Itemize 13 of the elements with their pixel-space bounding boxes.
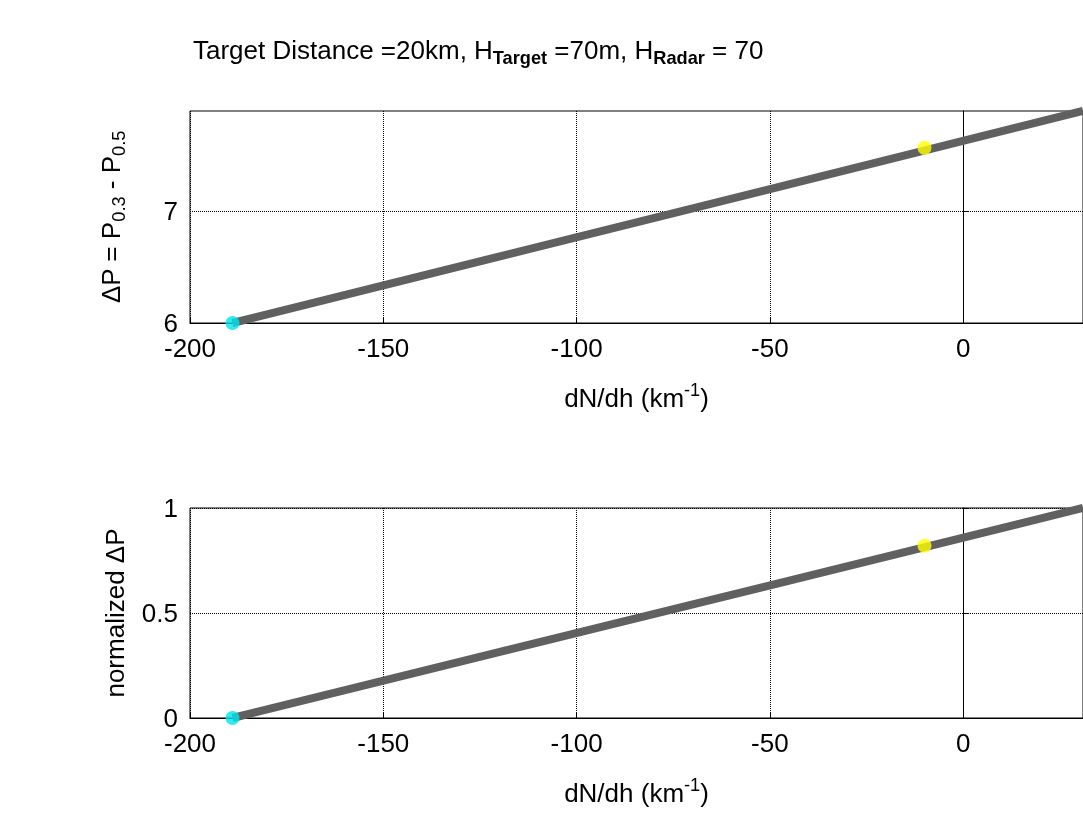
x-tick-label: -150 — [357, 333, 410, 363]
y-tick-label: 7 — [163, 196, 178, 227]
x-tick-label: -100 — [550, 333, 603, 363]
y-axis-title: normalized ΔP — [100, 528, 130, 698]
x-tick-label: 0 — [955, 728, 971, 758]
x-tick-label: 0 — [955, 333, 971, 363]
x-tick-label: -50 — [751, 728, 789, 758]
y-tick-label: 0.5 — [141, 598, 178, 628]
x-tick-label: -150 — [357, 728, 410, 758]
y-tick-label: 1 — [163, 493, 178, 523]
x-tick-label: -50 — [751, 333, 789, 363]
x-tick-label: -100 — [550, 728, 603, 758]
y-axis-title: ΔP = P0.3 - P0.5 — [96, 130, 129, 304]
